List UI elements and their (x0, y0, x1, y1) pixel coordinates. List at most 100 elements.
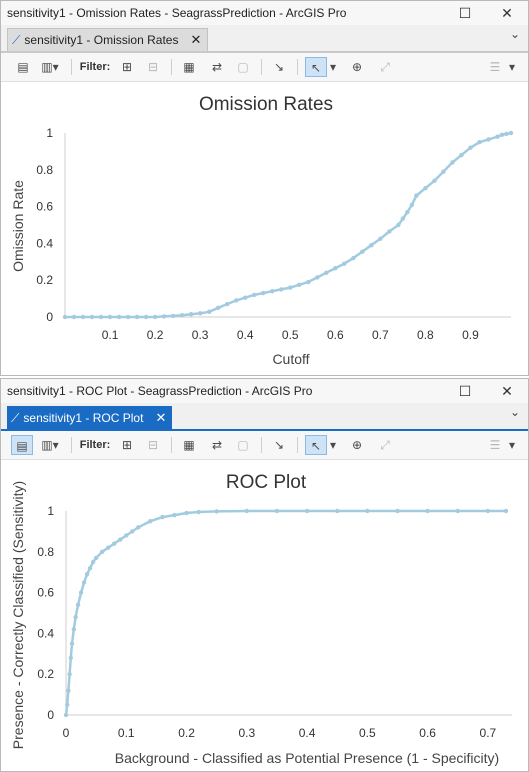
list-options-icon[interactable]: ☰ (489, 60, 501, 74)
data-point (80, 314, 86, 320)
switch-selection-icon[interactable]: ⇄ (211, 438, 223, 452)
clear-selection-icon[interactable]: ▢ (237, 438, 249, 452)
add-chart-icon[interactable]: ▥▾ (41, 60, 59, 74)
data-point (71, 627, 77, 632)
add-chart-icon[interactable]: ▥▾ (41, 438, 59, 452)
data-point (450, 160, 455, 165)
data-point (503, 508, 509, 514)
select-pointer-icon[interactable]: ↖ (305, 57, 327, 77)
data-point (66, 688, 71, 693)
x-tick-label: 0.4 (299, 726, 316, 740)
data-point (90, 559, 96, 565)
restore-icon[interactable]: ☐ (458, 5, 472, 21)
export-icon[interactable]: ↘ (273, 438, 285, 452)
y-tick-label: 0.2 (36, 273, 53, 287)
data-point (423, 186, 428, 191)
data-point (274, 508, 280, 514)
data-point (87, 565, 93, 571)
filter-by-extent-icon[interactable]: ⊟ (147, 438, 159, 452)
data-point (130, 529, 135, 534)
chevron-down-icon[interactable]: ▾ (508, 60, 516, 74)
roc-plot-chart[interactable]: ROC Plot 0 0.2 0.4 0.6 0.8 1 0 0.1 0.2 0.3 0.4 0.5 0.… (1, 461, 528, 771)
data-point (304, 508, 310, 514)
series-line (64, 509, 506, 716)
close-tab-icon[interactable]: ✕ (155, 409, 167, 425)
zoom-icon[interactable]: ⊕ (351, 60, 363, 74)
data-point (365, 508, 370, 514)
data-point (197, 311, 203, 316)
x-tick-label: 0.5 (282, 328, 299, 342)
y-tick-label: 0.6 (37, 586, 54, 600)
data-point (196, 509, 201, 515)
data-point (73, 614, 78, 620)
data-point (233, 298, 239, 303)
close-icon[interactable]: ✕ (501, 383, 513, 399)
data-point (441, 169, 446, 174)
data-point (160, 514, 165, 520)
export-icon[interactable]: ↘ (273, 60, 285, 74)
y-axis-label: Omission Rate (10, 180, 26, 272)
data-point (335, 508, 340, 514)
y-tick-label: 0 (47, 708, 54, 722)
x-tick-label: 0.9 (462, 328, 479, 342)
window-title: sensitivity1 - ROC Plot - SeagrassPredic… (7, 384, 313, 398)
filter-label: Filter: (79, 61, 111, 73)
switch-selection-icon[interactable]: ⇄ (211, 60, 223, 74)
chevron-down-icon[interactable]: ⌄ (509, 405, 520, 419)
data-point (81, 580, 87, 585)
close-icon[interactable]: ✕ (501, 5, 513, 21)
chart-title: ROC Plot (226, 472, 307, 493)
data-point (214, 509, 219, 514)
restore-icon[interactable]: ☐ (458, 383, 472, 399)
chevron-down-icon[interactable]: ▾ (329, 60, 337, 74)
series-line (65, 131, 512, 319)
titlebar: sensitivity1 - Omission Rates - Seagrass… (1, 1, 528, 25)
data-point (297, 282, 302, 287)
titlebar: sensitivity1 - ROC Plot - SeagrassPredic… (1, 379, 528, 403)
data-point (396, 222, 401, 228)
full-extent-icon[interactable]: ⤢ (380, 60, 390, 74)
data-point (360, 249, 365, 254)
select-pointer-icon[interactable]: ↖ (305, 435, 327, 455)
data-point (116, 314, 122, 320)
data-point (107, 314, 113, 320)
chevron-down-icon[interactable]: ▾ (329, 438, 337, 452)
x-tick-label: 0.5 (359, 726, 376, 740)
data-point (425, 508, 430, 514)
data-point (252, 292, 257, 298)
y-tick-label: 1 (46, 126, 53, 140)
attribute-table-icon[interactable]: ▦ (183, 438, 195, 452)
clear-selection-icon[interactable]: ▢ (237, 60, 249, 74)
zoom-icon[interactable]: ⊕ (351, 438, 363, 452)
chevron-down-icon[interactable]: ▾ (508, 438, 516, 452)
x-tick-label: 0.2 (147, 328, 164, 342)
y-tick-label: 0.4 (37, 626, 54, 640)
list-options-icon[interactable]: ☰ (489, 438, 501, 452)
filter-by-extent-icon[interactable]: ⊟ (147, 60, 159, 74)
tab-omission-rates[interactable]: ⟋ sensitivity1 - Omission Rates ✕ (7, 28, 209, 51)
attribute-table-icon[interactable]: ▦ (183, 60, 195, 74)
tab-strip: ⟋ sensitivity1 - Omission Rates ✕ ⌄ (1, 25, 528, 53)
tab-roc-plot[interactable]: ⟋ sensitivity1 - ROC Plot ✕ (7, 406, 173, 429)
data-point (279, 287, 284, 292)
data-point (172, 512, 177, 518)
y-tick-label: 0.6 (36, 200, 53, 214)
data-point (495, 134, 500, 139)
data-point (288, 285, 293, 290)
data-point (315, 275, 320, 280)
data-point (459, 152, 464, 158)
filter-by-selection-icon[interactable]: ⊞ (121, 60, 133, 74)
data-point (98, 314, 104, 320)
chart-properties-icon[interactable]: ▤ (17, 60, 29, 74)
chevron-down-icon[interactable]: ⌄ (509, 27, 520, 41)
data-point (68, 655, 74, 661)
chart-properties-icon[interactable]: ▤ (11, 435, 33, 455)
x-tick-label: 0.3 (192, 328, 209, 342)
data-point (62, 314, 68, 320)
omission-rates-chart[interactable]: Omission Rates 0 0.2 0.4 0.6 0.8 1 0.1 0.2 0.3 0.4… (1, 81, 528, 375)
tab-label: sensitivity1 - ROC Plot (23, 410, 144, 425)
window-title: sensitivity1 - Omission Rates - Seagrass… (7, 6, 347, 20)
full-extent-icon[interactable]: ⤢ (380, 438, 390, 452)
filter-by-selection-icon[interactable]: ⊞ (121, 438, 133, 452)
close-tab-icon[interactable]: ✕ (190, 32, 202, 47)
